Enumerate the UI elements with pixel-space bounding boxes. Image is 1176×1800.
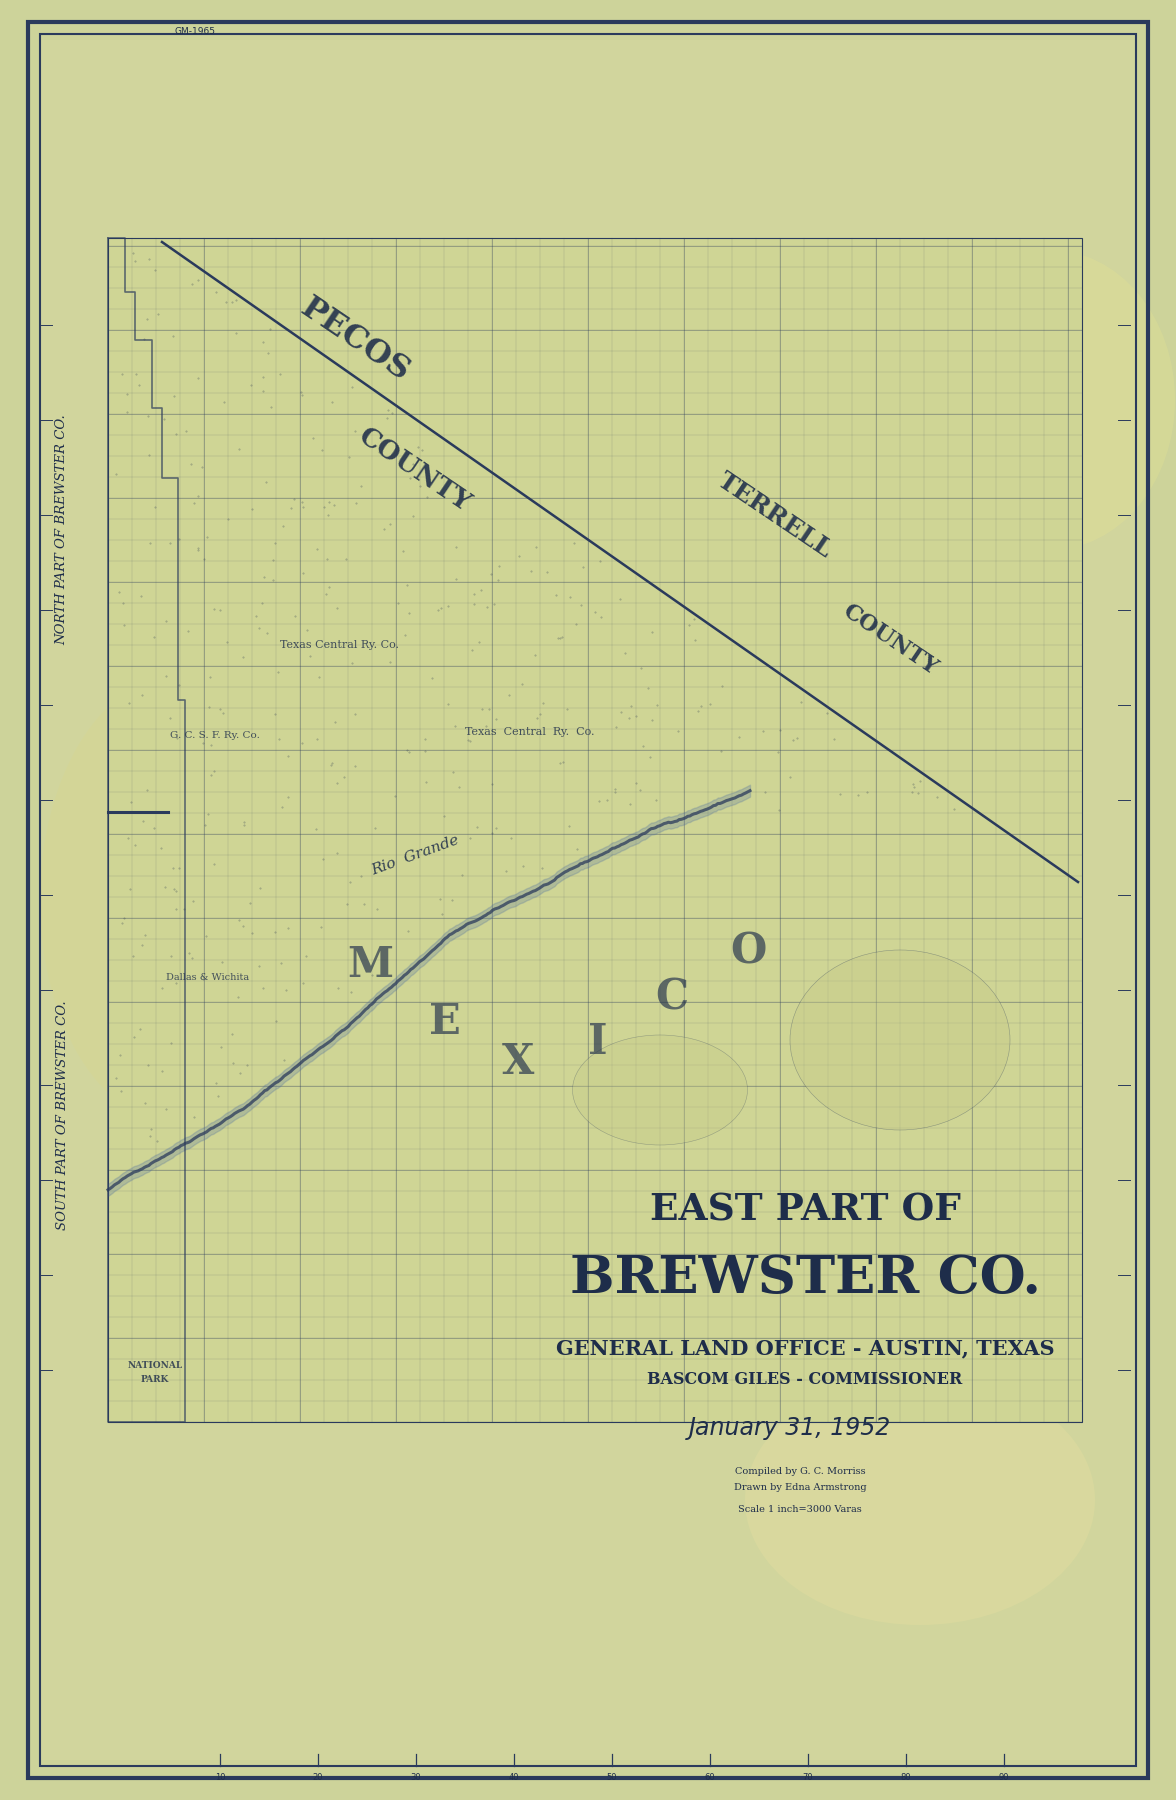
Text: O: O [730,931,766,974]
Text: NATIONAL: NATIONAL [127,1361,182,1370]
Ellipse shape [746,1375,1095,1625]
Text: Dallas & Wichita: Dallas & Wichita [167,974,249,983]
Text: 90: 90 [998,1773,1009,1782]
Text: BREWSTER CO.: BREWSTER CO. [569,1253,1041,1303]
Text: Texas Central Ry. Co.: Texas Central Ry. Co. [281,641,400,650]
Text: Compiled by G. C. Morriss: Compiled by G. C. Morriss [735,1467,866,1476]
Text: NORTH PART OF BREWSTER CO.: NORTH PART OF BREWSTER CO. [55,414,68,646]
Ellipse shape [573,1035,748,1145]
Text: C: C [655,977,689,1019]
Text: GM-1965: GM-1965 [174,27,215,36]
Text: 30: 30 [410,1773,421,1782]
Text: SOUTH PART OF BREWSTER CO.: SOUTH PART OF BREWSTER CO. [55,1001,68,1229]
Text: E: E [429,1001,461,1042]
Text: January 31, 1952: January 31, 1952 [689,1417,891,1440]
Text: Scale 1 inch=3000 Varas: Scale 1 inch=3000 Varas [739,1505,862,1514]
Text: Rio  Grande: Rio Grande [369,833,461,877]
Ellipse shape [40,675,320,1125]
Text: EAST PART OF: EAST PART OF [649,1192,961,1228]
Bar [108,238,1082,1422]
Text: TERRELL: TERRELL [713,468,837,562]
Text: M: M [347,943,393,986]
Text: Texas  Central  Ry.  Co.: Texas Central Ry. Co. [466,727,595,736]
Text: I: I [588,1021,608,1064]
Text: X: X [502,1040,534,1084]
Ellipse shape [790,950,1010,1130]
Text: COUNTY: COUNTY [354,423,475,517]
Text: 60: 60 [704,1773,715,1782]
Text: G. C. S. F. Ry. Co.: G. C. S. F. Ry. Co. [171,731,260,740]
Text: PECOS: PECOS [294,292,415,387]
Text: Drawn by Edna Armstrong: Drawn by Edna Armstrong [734,1483,867,1492]
Text: 10: 10 [215,1773,226,1782]
Text: 80: 80 [901,1773,911,1782]
Text: COUNTY: COUNTY [838,601,942,680]
Ellipse shape [926,250,1175,551]
Text: 70: 70 [803,1773,814,1782]
Text: 40: 40 [509,1773,520,1782]
Text: 20: 20 [313,1773,323,1782]
Text: GENERAL LAND OFFICE - AUSTIN, TEXAS: GENERAL LAND OFFICE - AUSTIN, TEXAS [556,1337,1055,1357]
Text: PARK: PARK [141,1375,169,1384]
Text: 50: 50 [607,1773,617,1782]
Text: BASCOM GILES - COMMISSIONER: BASCOM GILES - COMMISSIONER [647,1372,963,1388]
